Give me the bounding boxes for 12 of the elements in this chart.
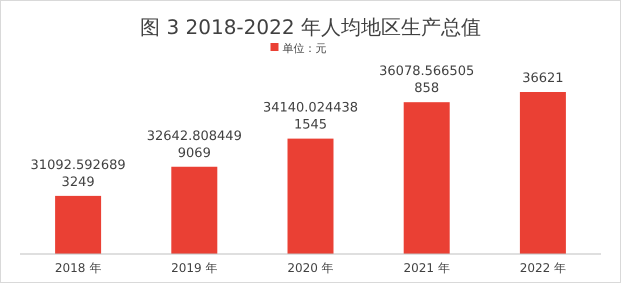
x-tick-label: 2022 年 [520, 261, 566, 275]
data-label: 36078.566505 858 [379, 64, 474, 96]
data-label: 34140.024438 1545 [262, 100, 358, 133]
x-tick-label: 2018 年 [54, 261, 102, 275]
legend-label: 单位：元 [282, 42, 326, 55]
chart-title: 图 3 2018-2022 年人均地区生产总值 [140, 15, 481, 39]
data-label: 32642.808449 9069 [146, 128, 242, 161]
data-label: 36621 [522, 71, 564, 86]
x-tick-label: 2021 年 [404, 261, 450, 275]
data-label: 31092.592689 3249 [30, 158, 126, 190]
x-tick-label: 2020 年 [287, 261, 334, 275]
x-tick-label: 2019 年 [171, 261, 218, 275]
